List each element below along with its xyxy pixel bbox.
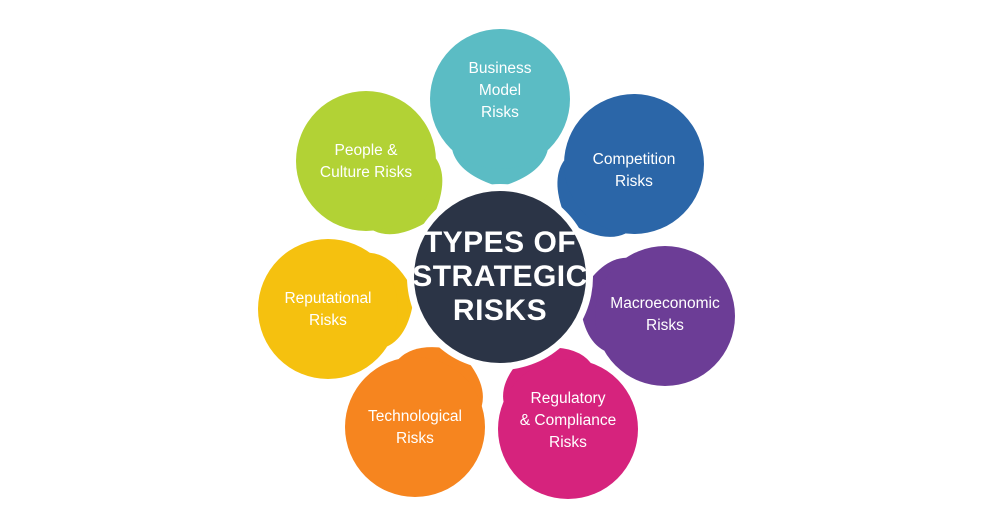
risk-label-business-model-line-1: Business <box>469 60 532 77</box>
risk-bubble-circle <box>564 94 704 234</box>
risk-label-reputational-line-2: Risks <box>309 312 347 329</box>
center-circle-group: TYPES OF STRATEGIC RISKS <box>407 184 593 370</box>
risk-label-people-culture-line-2: Culture Risks <box>320 164 412 181</box>
risk-bubble-circle <box>345 357 485 497</box>
risk-label-regulatory-line-3: Risks <box>549 434 587 451</box>
risk-label-competition-line-2: Risks <box>615 173 653 190</box>
risk-bubble-competition: Competition Risks <box>557 94 704 237</box>
risk-bubble-technological: Technological Risks <box>345 347 485 497</box>
center-title-line-3: RISKS <box>453 294 547 327</box>
risk-bubbles: BusinessModelRisksCompetitionRisksMacroe… <box>258 29 735 499</box>
risk-label-business-model-line-3: Risks <box>481 104 519 121</box>
risk-bubble-business-model: Business Model Risks <box>430 29 570 187</box>
risk-bubble-macroeconomic: Macroeconomic Risks <box>579 246 735 386</box>
risk-label-competition-line-1: Competition <box>593 151 676 168</box>
risk-bubble-people-culture: People & Culture Risks <box>296 91 443 235</box>
risk-label-regulatory-line-1: Regulatory <box>531 390 606 407</box>
risk-bubble-circle <box>296 91 436 231</box>
risk-label-macroeconomic-line-2: Risks <box>646 317 684 334</box>
risk-label-macroeconomic-line-1: Macroeconomic <box>610 295 720 312</box>
risk-bubble-reputational: Reputational Risks <box>258 239 415 379</box>
risk-bubble-circle <box>430 29 570 169</box>
center-circle <box>414 191 586 363</box>
risk-label-business-model-line-2: Model <box>479 82 521 99</box>
risk-label-reputational-line-1: Reputational <box>284 290 371 307</box>
risk-bubble-circle <box>498 359 638 499</box>
risk-label-people-culture-line-1: People & <box>335 142 399 159</box>
center-title-line-1: TYPES OF <box>424 226 576 259</box>
risk-label-technological-line-2: Risks <box>396 430 434 447</box>
risk-bubble-circle <box>595 246 735 386</box>
risk-label-technological-line-1: Technological <box>368 408 462 425</box>
risk-bubble-circle <box>258 239 398 379</box>
risk-label-regulatory-line-2: & Compliance <box>520 412 617 429</box>
center-title-line-2: STRATEGIC <box>412 260 588 293</box>
risk-bubble-regulatory: Regulatory & Compliance Risks <box>498 347 638 499</box>
